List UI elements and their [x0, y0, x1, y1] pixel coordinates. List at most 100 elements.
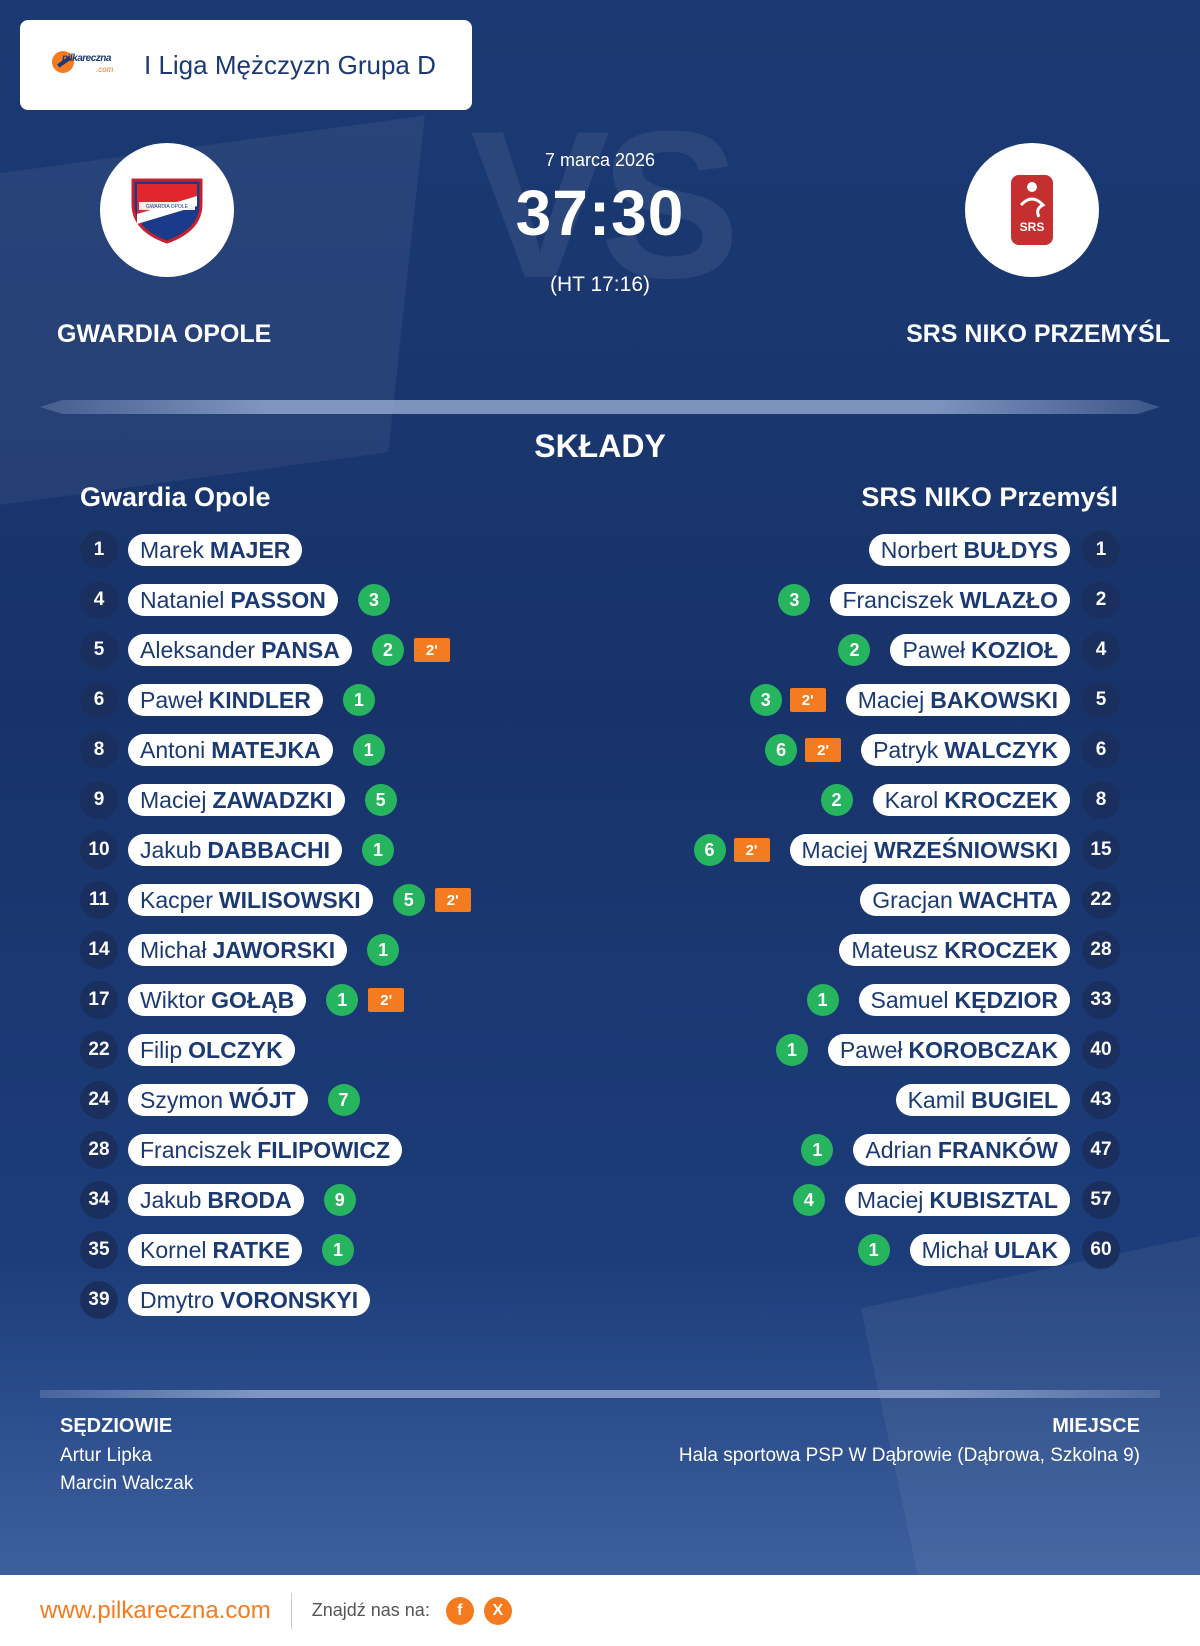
- player-number: 8: [1082, 781, 1120, 819]
- player-number: 35: [80, 1231, 118, 1269]
- divider: [40, 400, 1160, 414]
- final-score: 37:30: [515, 177, 685, 249]
- player-row: 1 Marek MAJER: [80, 525, 471, 575]
- player-row: 1 Michał ULAK 60: [694, 1225, 1120, 1275]
- player-last-name: WALCZYK: [944, 736, 1058, 763]
- player-stats: 1: [322, 1234, 354, 1266]
- player-number: 43: [1082, 1081, 1120, 1119]
- goals-badge: 1: [801, 1134, 834, 1166]
- player-row: 39 Dmytro VORONSKYI: [80, 1275, 471, 1325]
- player-number: 14: [80, 931, 118, 969]
- player-first-name: Franciszek: [842, 586, 954, 613]
- player-stats: 1: [857, 1234, 890, 1266]
- player-stats: 1 2': [326, 984, 405, 1016]
- goals-badge: 5: [392, 884, 425, 916]
- player-number: 47: [1082, 1131, 1120, 1169]
- x-icon[interactable]: X: [483, 1596, 512, 1625]
- player-row: 17 Wiktor GOŁĄB 1 2': [80, 975, 471, 1025]
- player-first-name: Michał: [140, 936, 207, 963]
- player-number: 40: [1082, 1031, 1120, 1069]
- player-row: 22 Filip OLCZYK: [80, 1025, 471, 1075]
- player-last-name: GOŁĄB: [211, 986, 295, 1013]
- player-row: 4 Maciej KUBISZTAL 57: [694, 1175, 1120, 1225]
- player-stats: 6 2': [693, 834, 770, 866]
- goals-badge: 3: [357, 584, 390, 616]
- suspension-badge: 2': [413, 638, 450, 662]
- player-row: 3 2' Maciej BAKOWSKI 5: [694, 675, 1120, 725]
- player-first-name: Mateusz: [851, 936, 939, 963]
- goals-badge: 1: [342, 684, 375, 716]
- player-first-name: Maciej: [140, 786, 207, 813]
- goals-badge: 2: [371, 634, 404, 666]
- player-stats: 1: [801, 1134, 834, 1166]
- pilkareczna-logo-icon: pilkareczna .com: [50, 45, 124, 85]
- suspension-badge: 2': [789, 688, 826, 712]
- suspension-badge: 2': [368, 988, 405, 1012]
- player-row: 6 Paweł KINDLER 1: [80, 675, 471, 725]
- player-row: 6 2' Patryk WALCZYK 6: [694, 725, 1120, 775]
- player-first-name: Aleksander: [140, 636, 256, 663]
- player-stats: 6 2': [765, 734, 842, 766]
- player-stats: 5 2': [392, 884, 471, 916]
- player-number: 1: [80, 531, 118, 569]
- player-row: 14 Michał JAWORSKI 1: [80, 925, 471, 975]
- suspension-badge: 2': [434, 888, 471, 912]
- player-first-name: Antoni: [140, 736, 206, 763]
- player-stats: 7: [327, 1084, 360, 1116]
- player-last-name: RATKE: [212, 1236, 290, 1263]
- player-stats: 3: [778, 584, 811, 616]
- player-number: 6: [80, 681, 118, 719]
- halftime-score: (HT 17:16): [550, 273, 650, 296]
- player-name: Nataniel PASSON: [128, 584, 338, 616]
- player-name: Patryk WALCZYK: [861, 734, 1070, 766]
- player-row: 8 Antoni MATEJKA 1: [80, 725, 471, 775]
- player-stats: 2: [838, 634, 871, 666]
- league-header: pilkareczna .com I Liga Mężczyzn Grupa D: [20, 20, 472, 110]
- goals-badge: 1: [857, 1234, 890, 1266]
- player-number: 28: [1082, 931, 1120, 969]
- goals-badge: 6: [765, 734, 798, 766]
- player-name: Maciej ZAWADZKI: [128, 784, 345, 816]
- home-team-logo: GWARDIA OPOLE: [100, 143, 234, 277]
- player-first-name: Samuel: [870, 986, 949, 1013]
- player-number: 9: [80, 781, 118, 819]
- suspension-badge: 2': [733, 838, 770, 862]
- player-stats: 1: [352, 734, 385, 766]
- player-name: Maciej WRZEŚNIOWSKI: [789, 834, 1070, 866]
- player-row: 6 2' Maciej WRZEŚNIOWSKI 15: [693, 825, 1120, 875]
- player-last-name: FILIPOWICZ: [257, 1136, 391, 1163]
- goals-badge: 9: [323, 1184, 356, 1216]
- player-row: 10 Jakub DABBACHI 1: [80, 825, 471, 875]
- player-number: 22: [80, 1031, 118, 1069]
- player-name: Michał JAWORSKI: [128, 934, 348, 966]
- player-number: 57: [1082, 1181, 1120, 1219]
- website-link[interactable]: www.pilkareczna.com: [40, 1596, 271, 1624]
- player-last-name: WACHTA: [958, 886, 1058, 913]
- player-row: 1 Paweł KOROBCZAK 40: [694, 1025, 1120, 1075]
- player-number: 17: [80, 981, 118, 1019]
- player-number: 4: [1082, 631, 1120, 669]
- player-last-name: BAKOWSKI: [930, 686, 1058, 713]
- player-number: 34: [80, 1181, 118, 1219]
- player-name: Mateusz KROCZEK: [839, 934, 1070, 966]
- player-name: Franciszek WLAZŁO: [830, 584, 1070, 616]
- player-number: 10: [80, 831, 118, 869]
- home-team-name: GWARDIA OPOLE: [57, 320, 272, 348]
- goals-badge: 7: [327, 1084, 360, 1116]
- player-name: Maciej BAKOWSKI: [845, 684, 1070, 716]
- player-first-name: Karol: [884, 786, 939, 813]
- player-name: Filip OLCZYK: [128, 1034, 295, 1066]
- player-last-name: VORONSKYI: [220, 1286, 359, 1313]
- player-name: Paweł KOZIOŁ: [890, 634, 1070, 666]
- player-row: 11 Kacper WILISOWSKI 5 2': [80, 875, 471, 925]
- player-number: 60: [1082, 1231, 1120, 1269]
- player-name: Michał ULAK: [909, 1234, 1070, 1266]
- player-number: 8: [80, 731, 118, 769]
- goals-badge: 1: [806, 984, 839, 1016]
- player-name: Adrian FRANKÓW: [853, 1134, 1070, 1166]
- goals-badge: 1: [775, 1034, 808, 1066]
- facebook-icon[interactable]: f: [445, 1596, 474, 1625]
- player-name: Norbert BUŁDYS: [868, 534, 1070, 566]
- player-first-name: Franciszek: [140, 1136, 252, 1163]
- player-last-name: BUGIEL: [971, 1086, 1058, 1113]
